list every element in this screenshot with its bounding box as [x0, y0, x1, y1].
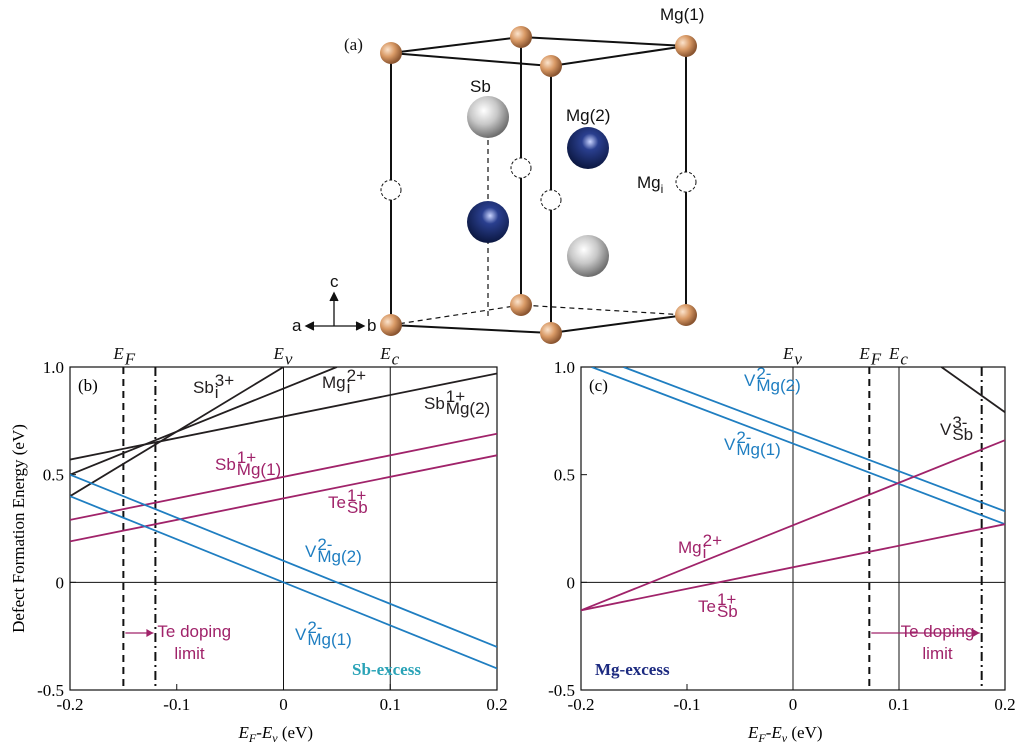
label-sub: Mg(1) [307, 630, 351, 649]
structure-labels: (a) Mg(1) Sb Mg(2) Mgi c a b [292, 5, 704, 335]
line-label: V [744, 371, 756, 390]
line-label: Te [328, 493, 346, 512]
y-tick-label: 0.5 [43, 466, 64, 485]
label-sub: Mg(1) [237, 460, 281, 479]
panel-label: (b) [78, 376, 98, 395]
line-label: Sb [193, 378, 214, 397]
line-label: Mg [322, 373, 346, 392]
x-tick-label: -0.1 [163, 695, 190, 714]
label-sub: F [870, 349, 882, 368]
x-tick-label: 0.2 [486, 695, 507, 714]
regime-note: Mg-excess [595, 660, 670, 679]
x-axis-label-part: E [238, 723, 250, 742]
limit-note: limit [922, 644, 952, 663]
line-label: E [858, 344, 870, 363]
line-label: E [273, 344, 285, 363]
y-tick-label: 1.0 [43, 358, 64, 377]
figure: (a) Mg(1) Sb Mg(2) Mgi c a b -0.500.51.0… [0, 0, 1019, 748]
y-axis-label: Defect Formation Energy (eV) [9, 424, 28, 633]
y-tick-label: 1.0 [554, 358, 575, 377]
limit-note: Te doping [901, 622, 975, 641]
x-tick-label: -0.2 [568, 695, 595, 714]
label-sub: i [347, 378, 351, 397]
defect-line [623, 367, 1005, 511]
x-axis-label-part: E [747, 723, 759, 742]
line-label: E [888, 344, 900, 363]
line-label: E [782, 344, 794, 363]
line-label: V [940, 420, 952, 439]
label-sub: Mg(2) [317, 547, 361, 566]
y-tick-label: 0.5 [554, 466, 575, 485]
atom-label: Mgi [637, 173, 663, 196]
label-sub: Sb [717, 602, 738, 621]
line-label: V [305, 542, 317, 561]
x-axis-label-part: (eV) [278, 723, 313, 742]
label-sub: i [703, 543, 707, 562]
x-axis-label-part: -E [766, 723, 783, 742]
label-sub: i [215, 383, 219, 402]
limit-note: Te doping [157, 622, 231, 641]
x-tick-label: 0.1 [380, 695, 401, 714]
label-sub: F [124, 349, 136, 368]
line-label: Te [698, 597, 716, 616]
line-label: Mg [678, 538, 702, 557]
atom-label: Mg(1) [660, 5, 704, 24]
x-tick-label: -0.2 [57, 695, 84, 714]
label-sub: c [900, 349, 908, 368]
y-tick-label: 0 [567, 573, 576, 592]
limit-arrowhead [146, 629, 153, 637]
y-tick-label: 0 [56, 573, 65, 592]
label-sub: Sb [347, 498, 368, 517]
x-tick-label: 0.2 [994, 695, 1015, 714]
label-sub: Mg(1) [736, 440, 780, 459]
x-tick-label: 0.1 [888, 695, 909, 714]
line-label: E [379, 344, 391, 363]
line-label: E [112, 344, 124, 363]
limit-note: limit [174, 644, 204, 663]
x-tick-label: -0.1 [674, 695, 701, 714]
defect-line [941, 367, 1005, 412]
x-axis-label: EF-Ev (eV) [238, 723, 314, 745]
atom-label: Sb [470, 77, 491, 96]
label-sub: Sb [952, 425, 973, 444]
x-axis-label-part: (eV) [787, 723, 822, 742]
label-sub: c [392, 349, 400, 368]
axis-arrow-label: c [330, 272, 339, 291]
label-sub: v [794, 349, 802, 368]
label-sub: Mg(2) [446, 399, 490, 418]
x-tick-label: 0 [279, 695, 288, 714]
x-axis-label-part: -E [256, 723, 273, 742]
line-label: V [724, 435, 736, 454]
label-sub: v [285, 349, 293, 368]
axis-arrow-label: a [292, 316, 302, 335]
line-label: V [295, 625, 307, 644]
line-label: Sb [215, 455, 236, 474]
x-tick-label: 0 [789, 695, 798, 714]
x-axis-label: EF-Ev (eV) [747, 723, 823, 745]
regime-note: Sb-excess [352, 660, 421, 679]
panel-label: (c) [589, 376, 608, 395]
atom-label: Mg(2) [566, 106, 610, 125]
axis-arrow-label: b [367, 316, 376, 335]
label-sub: Mg(2) [756, 376, 800, 395]
line-label: Sb [424, 394, 445, 413]
panel-label: (a) [344, 35, 363, 54]
